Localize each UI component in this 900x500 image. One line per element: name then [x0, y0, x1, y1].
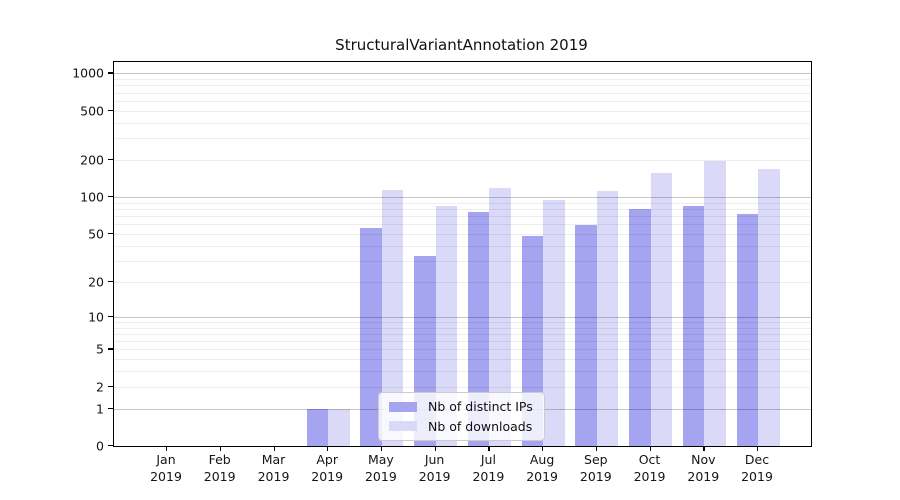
gridline-minor — [114, 233, 811, 235]
bar-downloads-nov — [704, 160, 726, 446]
y-tick-label: 2 — [96, 379, 104, 395]
bar-distinct-ips-dec — [736, 213, 758, 446]
x-tick-label: Mar 2019 — [257, 452, 290, 484]
x-tick-mark — [488, 446, 490, 451]
legend-label-distinct-ips: Nb of distinct IPs — [428, 399, 533, 415]
x-tick-label: Jan 2019 — [150, 452, 182, 484]
gridline-minor — [114, 245, 811, 247]
y-tick-label: 200 — [80, 152, 104, 168]
y-tick-mark — [108, 280, 113, 283]
x-tick-label: Oct 2019 — [633, 452, 666, 484]
gridline-minor — [114, 209, 811, 210]
y-tick-label: 0 — [96, 438, 104, 454]
gridline-minor — [114, 79, 811, 80]
y-tick-mark — [108, 407, 113, 409]
gridline-minor — [114, 333, 811, 335]
x-tick-label: May 2019 — [364, 452, 397, 484]
y-tick-mark — [108, 385, 113, 387]
x-tick-mark — [703, 446, 705, 451]
bar-downloads-apr — [328, 408, 350, 446]
y-tick-mark — [108, 232, 113, 235]
bar-downloads-jul — [489, 188, 511, 446]
gridline-minor — [114, 138, 811, 140]
gridline-minor — [114, 349, 811, 351]
gridline-minor — [114, 260, 811, 262]
x-tick-mark — [542, 446, 544, 451]
gridline-minor — [114, 386, 811, 388]
y-tick-label: 1000 — [72, 65, 104, 81]
bar-downloads-sep — [596, 190, 619, 446]
y-tick-label: 100 — [80, 189, 104, 205]
gridline-major — [114, 197, 811, 199]
bar-downloads-may — [381, 189, 404, 446]
y-tick-mark — [108, 109, 113, 111]
x-tick-mark — [219, 446, 221, 451]
gridline-minor — [114, 159, 811, 161]
gridline-minor — [114, 100, 811, 102]
gridline-minor — [114, 341, 811, 342]
y-tick-mark — [108, 196, 113, 198]
bar-distinct-ips-oct — [629, 209, 651, 446]
y-tick-mark — [108, 72, 113, 74]
gridline-minor — [114, 216, 811, 218]
y-tick-mark — [108, 315, 113, 317]
gridline-minor — [114, 359, 811, 361]
bar-distinct-ips-jul — [467, 212, 490, 446]
y-tick-mark — [108, 158, 113, 161]
y-tick-label: 10 — [88, 309, 104, 325]
x-tick-mark — [327, 446, 329, 451]
y-tick-label: 1 — [96, 401, 104, 417]
bar-downloads-jun — [435, 205, 458, 446]
x-tick-label: Dec 2019 — [741, 452, 773, 484]
plot-area — [113, 61, 812, 447]
x-tick-mark — [380, 446, 383, 451]
y-tick-label: 20 — [88, 274, 104, 290]
x-tick-mark — [166, 446, 168, 451]
bar-downloads-aug — [543, 199, 565, 446]
x-tick-label: Apr 2019 — [311, 452, 344, 484]
legend-label-downloads: Nb of downloads — [428, 418, 533, 434]
x-tick-mark — [273, 446, 275, 451]
legend-item-distinct-ips: Nb of distinct IPs — [389, 399, 536, 414]
gridline-minor — [114, 327, 811, 329]
x-tick-mark — [434, 446, 436, 451]
gridline-minor — [114, 281, 811, 283]
bar-distinct-ips-sep — [575, 225, 597, 446]
gridline-minor — [114, 371, 811, 373]
y-tick-mark — [108, 348, 113, 350]
x-tick-label: Sep 2019 — [579, 452, 612, 484]
x-tick-mark — [649, 446, 651, 451]
bar-downloads-dec — [758, 168, 780, 446]
legend-item-downloads: Nb of downloads — [389, 419, 536, 434]
y-tick-label: 5 — [96, 341, 104, 357]
bar-distinct-ips-nov — [682, 206, 705, 446]
legend-swatch-distinct-ips — [389, 401, 417, 412]
gridline-minor — [114, 202, 811, 204]
x-tick-mark — [757, 446, 759, 451]
y-tick-mark — [108, 445, 113, 447]
gridline-major — [114, 316, 811, 318]
x-tick-label: Aug 2019 — [526, 452, 558, 484]
gridline-minor — [114, 122, 811, 124]
x-tick-mark — [595, 446, 598, 451]
x-tick-label: Feb 2019 — [203, 452, 236, 484]
gridline-minor — [114, 224, 811, 226]
bar-distinct-ips-may — [360, 227, 382, 446]
gridline-minor — [114, 92, 811, 94]
x-tick-label: Jul 2019 — [472, 452, 505, 484]
bar-downloads-oct — [650, 172, 673, 446]
gridline-minor — [114, 85, 811, 87]
x-tick-label: Jun 2019 — [418, 452, 451, 484]
y-tick-label: 500 — [80, 103, 104, 119]
gridline-minor — [114, 321, 811, 323]
legend: Nb of distinct IPs Nb of downloads — [378, 392, 545, 441]
gridline-major — [114, 73, 811, 75]
legend-swatch-downloads — [389, 421, 417, 432]
chart-title: StructuralVariantAnnotation 2019 — [335, 36, 588, 54]
bar-distinct-ips-apr — [306, 408, 329, 446]
x-tick-label: Nov 2019 — [687, 452, 720, 484]
y-tick-label: 50 — [88, 226, 104, 242]
gridline-minor — [114, 110, 811, 112]
